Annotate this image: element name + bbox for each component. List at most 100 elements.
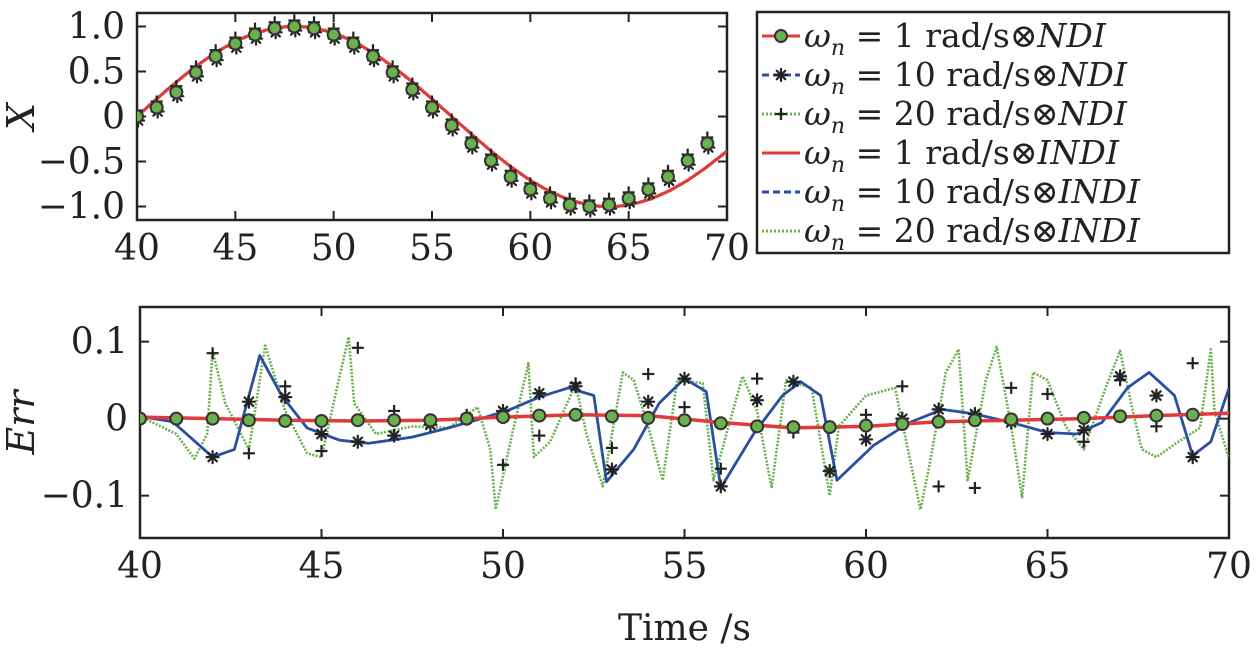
bottom-marker-circle: [677, 413, 692, 428]
top-chart-x: 40 45 50 55 60 65 70 1.00.50−0.5−1.0 X: [0, 7, 750, 270]
top-marker-circle: [680, 153, 695, 168]
bottom-marker-circle: [568, 407, 583, 422]
top-marker-circle: [228, 36, 243, 51]
top-marker-circle: [385, 65, 400, 80]
bottom-xtick-label: 55: [662, 546, 708, 587]
top-marker-circle: [346, 36, 361, 51]
top-marker-circle: [366, 49, 380, 64]
bottom-xtick-label: 45: [299, 546, 345, 587]
bottom-marker-star: [1076, 423, 1091, 438]
legend-item: ωn = 1 rad/s⊗NDI: [762, 16, 1107, 61]
top-ytick-label: 1.0: [68, 7, 125, 48]
bottom-marker-plus: [315, 444, 328, 457]
bottom-xtick-label: 40: [117, 546, 163, 587]
bottom-marker-circle: [1040, 411, 1055, 426]
bottom-marker-star: [205, 450, 220, 465]
bottom-marker-circle: [1004, 412, 1019, 427]
bottom-marker-star: [1040, 426, 1055, 442]
top-marker-circle: [307, 21, 321, 36]
bottom-marker-circle: [423, 413, 438, 428]
bottom-marker-circle: [350, 413, 365, 428]
top-xtick-label: 60: [507, 228, 553, 269]
top-marker-circle: [641, 182, 656, 197]
bottom-marker-star: [713, 479, 728, 494]
top-marker-circle: [484, 153, 498, 168]
top-xtick-label: 45: [212, 228, 258, 269]
bottom-marker-circle: [713, 416, 728, 431]
bottom-marker-plus: [932, 480, 945, 493]
top-marker-circle: [137, 109, 144, 124]
bottom-marker-circle: [387, 413, 402, 428]
bottom-marker-plus: [1005, 381, 1018, 394]
top-marker-circle: [444, 118, 459, 133]
top-marker-circle: [405, 82, 420, 97]
top-xtick-label: 40: [114, 228, 160, 269]
top-marker-circle: [208, 49, 223, 64]
bottom-marker-circle: [604, 409, 619, 424]
top-xtick-label: 50: [311, 228, 357, 269]
bottom-marker-plus: [1186, 357, 1199, 370]
bottom-marker-circle: [241, 413, 256, 428]
top-marker-circle: [169, 85, 184, 100]
bottom-marker-circle: [205, 411, 220, 426]
bottom-marker-plus: [714, 462, 727, 475]
bottom-marker-star: [532, 386, 547, 401]
bottom-marker-plus: [896, 380, 909, 393]
bottom-marker-circle: [786, 420, 801, 435]
bottom-marker-star: [604, 462, 620, 477]
top-marker-circle: [700, 136, 715, 151]
bottom-marker-circle: [1185, 407, 1200, 422]
legend-box: [755, 10, 1231, 255]
bottom-xtick-label: 70: [1206, 546, 1252, 587]
bottom-marker-star: [278, 389, 293, 405]
top-xtick-label: 65: [606, 228, 652, 269]
bottom-marker-star: [241, 394, 256, 409]
bottom-marker-circle: [169, 411, 184, 426]
bottom-xlabel: Time /s: [618, 608, 751, 649]
bottom-marker-circle: [1076, 410, 1091, 425]
bottom-ytick-label: −0.1: [41, 476, 128, 517]
bottom-ylabel: Err: [0, 388, 43, 456]
bottom-marker-circle: [140, 411, 147, 426]
bottom-marker-plus: [242, 447, 255, 460]
top-marker-circle: [248, 27, 262, 42]
bottom-marker-star: [677, 371, 692, 386]
legend-label: ωn = 20 rad/s⊗NDI: [804, 94, 1128, 139]
top-ytick-label: −1.0: [38, 187, 125, 228]
top-ylabel: X: [0, 101, 43, 133]
top-marker-circle: [267, 21, 282, 36]
top-marker-circle: [661, 169, 675, 184]
bottom-marker-plus: [206, 347, 219, 360]
legend-label: ωn = 20 rad/s⊗INDI: [804, 211, 1141, 256]
bottom-marker-plus: [1077, 435, 1090, 448]
bottom-marker-star: [314, 426, 329, 442]
bottom-marker-circle: [822, 420, 837, 435]
bottom-marker-circle: [967, 413, 982, 428]
bottom-marker-star: [568, 379, 583, 394]
bottom-marker-plus: [678, 401, 691, 414]
top-xtick-label: 70: [704, 228, 750, 269]
bottom-series-line-20: [140, 335, 1229, 511]
bottom-marker-plus: [1041, 388, 1054, 401]
bottom-marker-circle: [278, 413, 293, 428]
legend-label: ωn = 1 rad/s⊗INDI: [804, 133, 1120, 178]
top-marker-circle: [149, 100, 164, 115]
top-ytick-label: 0: [102, 97, 125, 138]
bottom-marker-star: [858, 432, 874, 447]
bottom-marker-circle: [314, 413, 329, 428]
bottom-marker-plus: [351, 341, 364, 354]
legend-marker-plus: [775, 108, 787, 120]
legend-marker-circle: [774, 29, 788, 43]
legend-item: ωn = 1 rad/s⊗INDI: [762, 133, 1120, 178]
top-marker-circle: [326, 27, 341, 42]
bottom-marker-plus: [751, 372, 764, 385]
bottom-ytick-label: 0.1: [71, 322, 128, 363]
top-ytick-label: 0.5: [68, 52, 125, 93]
bottom-xtick-label: 50: [480, 546, 526, 587]
bottom-marker-star: [1185, 450, 1200, 465]
top-marker-circle: [425, 100, 439, 115]
bottom-marker-plus: [642, 367, 655, 380]
bottom-xtick-label: 60: [843, 546, 889, 587]
legend-label: ωn = 10 rad/s⊗INDI: [804, 172, 1141, 217]
